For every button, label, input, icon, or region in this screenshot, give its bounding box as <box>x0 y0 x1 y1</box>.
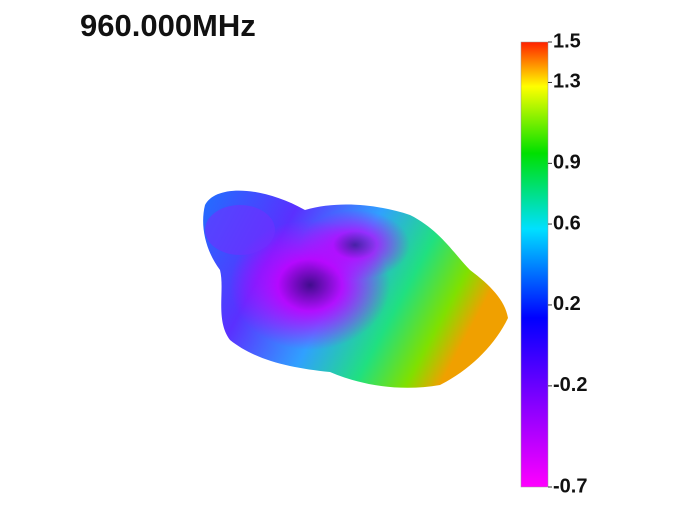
colorbar-tick-label: 0.2 <box>553 293 581 315</box>
colorbar-tick-label: -0.7 <box>553 475 587 497</box>
colorbar-tick-label: 1.5 <box>553 30 581 52</box>
title: 960.000MHz <box>80 8 256 43</box>
colorbar-ticks: 1.5 1.3 0.9 0.6 0.2 -0.2 -0.7 <box>548 30 587 497</box>
radiation-pattern <box>203 190 508 388</box>
colorbar-tick-label: -0.2 <box>553 374 587 396</box>
colorbar <box>520 41 549 488</box>
pattern-lobe <box>300 210 410 280</box>
colorbar-tick-label: 0.6 <box>553 212 581 234</box>
colorbar-tick-label: 1.3 <box>553 71 581 93</box>
colorbar-tick-label: 0.9 <box>553 152 581 174</box>
pattern-lobe <box>205 205 275 255</box>
